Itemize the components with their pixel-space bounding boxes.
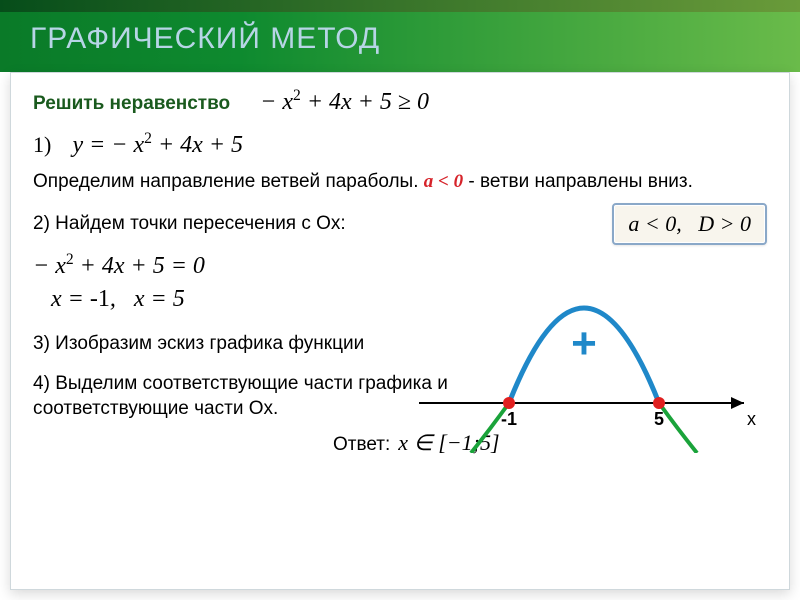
parabola-tail-right — [659, 403, 697, 453]
step1-function: y = − x2 + 4x + 5 — [72, 132, 243, 158]
header-bar: ГРАФИЧЕСКИЙ МЕТОД — [0, 0, 800, 72]
x-axis-label: x — [747, 409, 756, 429]
x-right-label: 5 — [654, 409, 664, 429]
condition-box: a < 0, D > 0 — [612, 203, 767, 245]
step-2-text: 2) Найдем точки пересечения с Ox: — [33, 211, 353, 237]
branches-direction: Определим направление ветвей параболы. a… — [33, 169, 767, 195]
page-title: ГРАФИЧЕСКИЙ МЕТОД — [0, 12, 800, 56]
content-panel: Решить неравенство − x2 + 4x + 5 ≥ 0 1) … — [10, 72, 790, 590]
inequality-expression: − x2 + 4x + 5 ≥ 0 — [260, 87, 429, 116]
a-condition: a < 0 — [424, 171, 463, 192]
x-left-label: -1 — [501, 409, 517, 429]
step2-row: 2) Найдем точки пересечения с Ox: a < 0,… — [33, 203, 767, 245]
subtitle-label: Решить неравенство — [33, 93, 230, 115]
x-axis-arrow — [731, 397, 744, 409]
branches-text-1: Определим направление ветвей параболы. — [33, 171, 424, 192]
plus-sign: + — [571, 319, 597, 368]
answer-label: Ответ: — [333, 434, 390, 456]
root-point-right — [653, 397, 665, 409]
graph-svg: + -1 5 x — [399, 263, 759, 453]
problem-row: Решить неравенство − x2 + 4x + 5 ≥ 0 — [33, 87, 767, 116]
branches-text-2: - ветви направлены вниз. — [468, 171, 693, 192]
root-point-left — [503, 397, 515, 409]
step1-number: 1) — [33, 132, 51, 157]
step-1: 1) y = − x2 + 4x + 5 — [33, 128, 767, 161]
parabola-graph: + -1 5 x — [399, 263, 759, 453]
